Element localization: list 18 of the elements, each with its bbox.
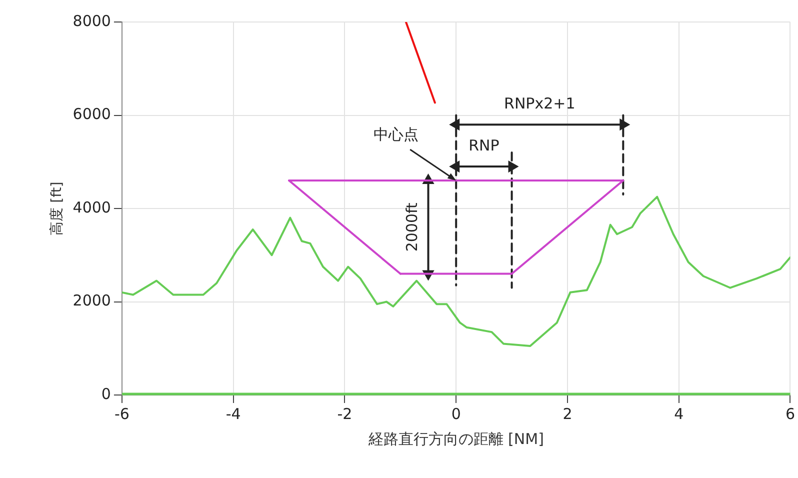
y-tick-label: 4000 — [72, 198, 111, 216]
y-tick-label: 2000 — [72, 292, 111, 310]
x-tick-label: 6 — [785, 404, 795, 423]
y-tick-label: 6000 — [72, 105, 111, 124]
x-tick-label: -4 — [226, 404, 241, 423]
annotation: RNPx2+1 — [504, 94, 576, 112]
annotation: 中心点 — [374, 125, 419, 144]
x-tick-label: 2 — [562, 404, 572, 423]
y-axis-title: 高度 [ft] — [49, 182, 66, 236]
x-tick-label: -6 — [114, 404, 130, 423]
y-tick-label: 0 — [101, 384, 111, 403]
x-tick-label: -2 — [337, 404, 352, 423]
annotation: 2000ft — [403, 202, 422, 252]
x-axis-title: 経路直行方向の距離 [NM] — [367, 430, 544, 448]
y-tick-label: 8000 — [72, 12, 111, 30]
x-tick-label: 0 — [451, 404, 461, 423]
x-tick-label: 4 — [674, 404, 684, 423]
annotation: RNP — [468, 136, 500, 154]
